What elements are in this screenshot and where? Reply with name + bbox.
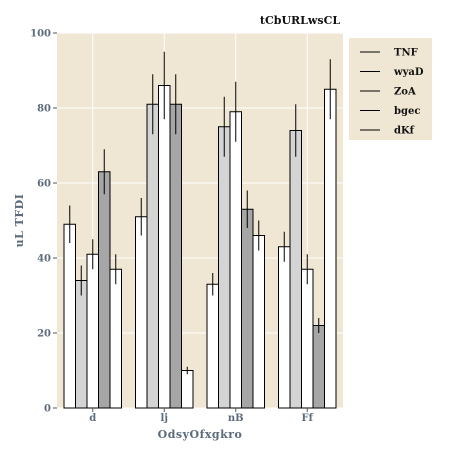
y-tick-label: 60 [37,179,51,190]
bar-TNF-nB [206,283,219,409]
bar-dKf-lj [181,370,194,409]
bar-wyaD-d [75,280,88,409]
bar-wyaD-nB [218,126,231,409]
chart-title: tCbURLwsCL [260,14,340,27]
legend: TNF wyaD ZoA bgec dKf [349,38,432,140]
legend-label-dKf: dKf [394,126,415,137]
y-tick-label: 0 [44,404,51,415]
y-axis-ticks: 0 20 40 60 80 100 [30,29,57,415]
bar-wyaD-lj [146,103,159,409]
bar-ZoA-Ff [301,268,314,409]
legend-label-wyaD: wyaD [393,67,424,78]
bar-ZoA-lj [158,85,171,409]
bar-ZoA-nB [229,111,242,409]
error-bars [69,51,331,375]
bar-ZoA-d [86,253,99,409]
bar-wyaD-Ff [289,130,302,409]
y-tick-label: 40 [37,254,51,265]
legend-label-bgec: bgec [394,106,420,117]
bar-dKf-Ff [324,88,337,409]
legend-label-TNF: TNF [394,48,418,59]
bar-bgec-lj [169,103,182,409]
bar-TNF-Ff [278,246,291,409]
y-tick-label: 20 [37,329,51,340]
x-axis-label: OdsyOfxgkro [158,428,243,441]
x-tick-label: lj [161,413,168,424]
y-tick-label: 100 [30,29,51,40]
bar-bgec-Ff [312,325,325,409]
x-axis-ticks: d lj nB Ff [89,408,314,424]
y-axis-label: uL TFDI [13,194,26,248]
bar-bgec-d [98,171,111,409]
legend-label-ZoA: ZoA [394,87,416,98]
bars [63,85,337,409]
bar-dKf-d [109,268,122,409]
x-tick-label: Ff [302,413,314,424]
bar-bgec-nB [241,208,254,409]
bar-TNF-lj [135,216,148,409]
legend-box [349,38,432,140]
bar-dKf-nB [252,235,265,409]
y-tick-label: 80 [37,104,51,115]
bar-TNF-d [63,223,76,409]
x-tick-label: nB [228,413,244,424]
x-tick-label: d [89,413,96,424]
